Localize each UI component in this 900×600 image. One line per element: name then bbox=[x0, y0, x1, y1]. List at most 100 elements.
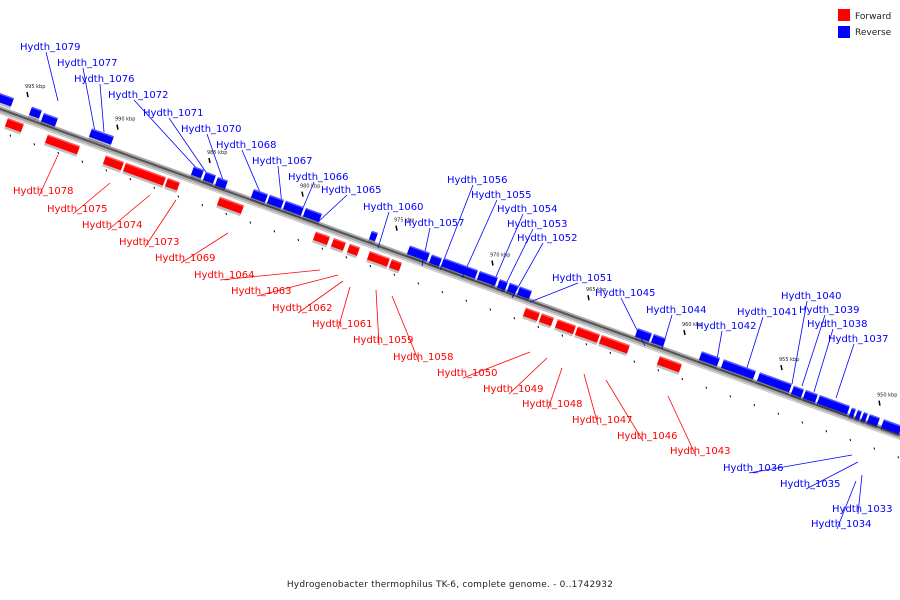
minor-tick bbox=[561, 334, 564, 337]
reverse-leader-line bbox=[491, 213, 524, 287]
reverse-gene-feature bbox=[250, 188, 269, 205]
forward-gene-feature bbox=[656, 356, 682, 375]
minor-tick bbox=[9, 134, 12, 137]
reverse-gene-feature bbox=[406, 245, 431, 264]
reverse-leader-line bbox=[744, 316, 764, 375]
reverse-gene-feature bbox=[802, 389, 818, 406]
minor-tick bbox=[105, 169, 108, 172]
reverse-gene-label: Hydth_1076 bbox=[74, 74, 135, 85]
minor-tick bbox=[129, 177, 132, 181]
reverse-gene-feature bbox=[368, 230, 378, 244]
forward-gene-feature bbox=[164, 177, 180, 194]
reverse-gene-label: Hydth_1066 bbox=[288, 172, 349, 183]
reverse-gene-label: Hydth_1079 bbox=[20, 42, 81, 53]
reverse-gene-feature bbox=[756, 372, 792, 395]
minor-tick bbox=[81, 160, 84, 163]
forward-gene-label: Hydth_1063 bbox=[231, 286, 292, 297]
reverse-gene-label: Hydth_1072 bbox=[108, 90, 169, 101]
reverse-gene-feature bbox=[720, 359, 756, 382]
reverse-gene-label: Hydth_1035 bbox=[780, 479, 841, 490]
forward-gene-label: Hydth_1062 bbox=[272, 303, 333, 314]
genome-backbone bbox=[0, 106, 900, 440]
forward-gene-feature bbox=[44, 134, 80, 157]
reverse-leader-line bbox=[529, 282, 579, 303]
forward-gene-label: Hydth_1050 bbox=[437, 368, 498, 379]
reverse-gene-label: Hydth_1077 bbox=[57, 58, 118, 69]
scale-tick-label: 975 kbp bbox=[394, 218, 414, 224]
forward-leader-line bbox=[180, 232, 229, 264]
reverse-gene-label: Hydth_1055 bbox=[471, 190, 532, 201]
minor-tick bbox=[537, 325, 540, 329]
scale-tick-label: 985 kbp bbox=[207, 150, 227, 156]
reverse-gene-label: Hydth_1042 bbox=[696, 321, 757, 332]
reverse-leader-line bbox=[835, 343, 855, 399]
forward-gene-label: Hydth_1078 bbox=[13, 186, 74, 197]
reverse-gene-feature bbox=[866, 414, 881, 429]
reverse-gene-label: Hydth_1033 bbox=[832, 504, 893, 515]
reverse-gene-label: Hydth_1054 bbox=[497, 204, 558, 215]
forward-gene-feature bbox=[346, 243, 361, 259]
forward-gene-feature bbox=[312, 231, 331, 248]
forward-gene-feature bbox=[574, 326, 600, 346]
scale-tick-label: 955 kbp bbox=[779, 357, 799, 363]
forward-gene-label: Hydth_1061 bbox=[312, 319, 373, 330]
reverse-leader-line bbox=[805, 461, 859, 490]
reverse-leader-line bbox=[82, 67, 96, 133]
forward-leader-line bbox=[583, 373, 599, 426]
reverse-gene-label: Hydth_1040 bbox=[781, 291, 842, 302]
reverse-gene-feature bbox=[282, 200, 305, 218]
forward-gene-feature bbox=[554, 319, 577, 337]
reverse-gene-label: Hydth_1037 bbox=[828, 334, 889, 345]
reverse-leader-line bbox=[317, 194, 348, 223]
minor-tick bbox=[513, 317, 516, 320]
reverse-gene-feature bbox=[516, 286, 532, 302]
minor-tick bbox=[705, 386, 708, 389]
reverse-leader-line bbox=[133, 99, 201, 173]
reverse-leader-line bbox=[836, 480, 857, 530]
forward-gene-label: Hydth_1046 bbox=[617, 431, 678, 442]
forward-gene-label: Hydth_1069 bbox=[155, 253, 216, 264]
reverse-gene-label: Hydth_1034 bbox=[811, 519, 872, 530]
reverse-leader-line bbox=[377, 211, 390, 249]
reverse-gene-label: Hydth_1041 bbox=[737, 307, 798, 318]
forward-leader-line bbox=[144, 199, 177, 248]
forward-leader-line bbox=[72, 182, 111, 215]
forward-gene-label: Hydth_1074 bbox=[82, 220, 143, 231]
forward-leader-line bbox=[508, 357, 548, 395]
forward-gene-feature bbox=[4, 117, 24, 135]
reverse-leader-line bbox=[461, 199, 498, 279]
reverse-leader-line bbox=[439, 184, 474, 271]
forward-leader-line bbox=[605, 379, 644, 442]
minor-tick bbox=[801, 421, 804, 424]
minor-tick bbox=[465, 299, 468, 302]
reverse-gene-label: Hydth_1071 bbox=[143, 108, 204, 119]
minor-tick bbox=[153, 186, 156, 189]
forward-leader-line bbox=[375, 289, 380, 346]
minor-tick bbox=[201, 204, 204, 207]
reverse-gene-feature bbox=[476, 270, 499, 289]
forward-gene-label: Hydth_1043 bbox=[670, 446, 731, 457]
forward-gene-feature bbox=[366, 251, 391, 270]
forward-gene-label: Hydth_1075 bbox=[47, 204, 108, 215]
forward-gene-label: Hydth_1049 bbox=[483, 384, 544, 395]
reverse-leader-line bbox=[45, 51, 59, 102]
reverse-gene-label: Hydth_1036 bbox=[723, 463, 784, 474]
reverse-leader-line bbox=[791, 300, 808, 385]
scale-tick-mark bbox=[780, 365, 783, 371]
minor-tick bbox=[321, 247, 324, 250]
forward-gene-label: Hydth_1073 bbox=[119, 237, 180, 248]
forward-gene-label: Hydth_1048 bbox=[522, 399, 583, 410]
minor-tick bbox=[57, 151, 60, 155]
reverse-leader-line bbox=[813, 328, 834, 393]
minor-tick bbox=[225, 212, 228, 216]
minor-tick bbox=[729, 395, 732, 398]
forward-leader-line bbox=[462, 351, 531, 379]
reverse-gene-feature bbox=[860, 411, 868, 425]
scale-tick-mark bbox=[878, 400, 881, 406]
reverse-gene-feature bbox=[440, 257, 478, 281]
forward-gene-feature bbox=[522, 307, 541, 324]
forward-gene-feature bbox=[216, 196, 244, 217]
reverse-gene-label: Hydth_1070 bbox=[181, 124, 242, 135]
forward-gene-feature bbox=[538, 313, 554, 329]
